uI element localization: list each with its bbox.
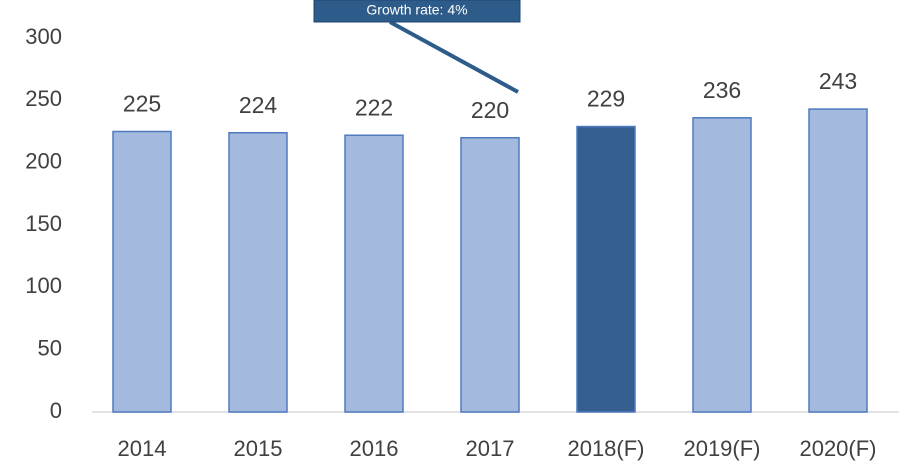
y-tick-label: 250 [25,86,62,111]
y-tick-label: 200 [25,148,62,173]
bar [692,117,752,413]
x-tick-label: 2016 [350,436,399,461]
annotation-pointer [389,20,519,94]
data-label: 236 [703,77,741,103]
annotation-box [313,0,521,23]
x-tick-label: 2020(F) [799,436,876,461]
data-label: 243 [819,68,857,94]
data-label: 229 [587,86,625,112]
y-tick-label: 300 [25,24,62,49]
y-tick-label: 150 [25,211,62,236]
bar [112,130,172,413]
bar [576,125,636,413]
data-label: 222 [355,94,393,120]
y-tick-label: 50 [38,335,62,360]
x-tick-label: 2019(F) [683,436,760,461]
data-label: 225 [123,91,161,117]
x-tick-label: 2014 [118,436,167,461]
x-tick-label: 2015 [234,436,283,461]
x-tick-label: 2017 [466,436,515,461]
data-label: 220 [471,97,509,123]
y-tick-label: 100 [25,273,62,298]
annotation: Growth rate: 4% [366,2,467,18]
x-tick-label: 2018(F) [567,436,644,461]
bar [344,134,404,413]
bar [228,131,288,413]
bar [808,108,868,413]
data-label: 224 [239,92,278,118]
y-tick-label: 0 [50,398,62,423]
bar [460,136,520,413]
